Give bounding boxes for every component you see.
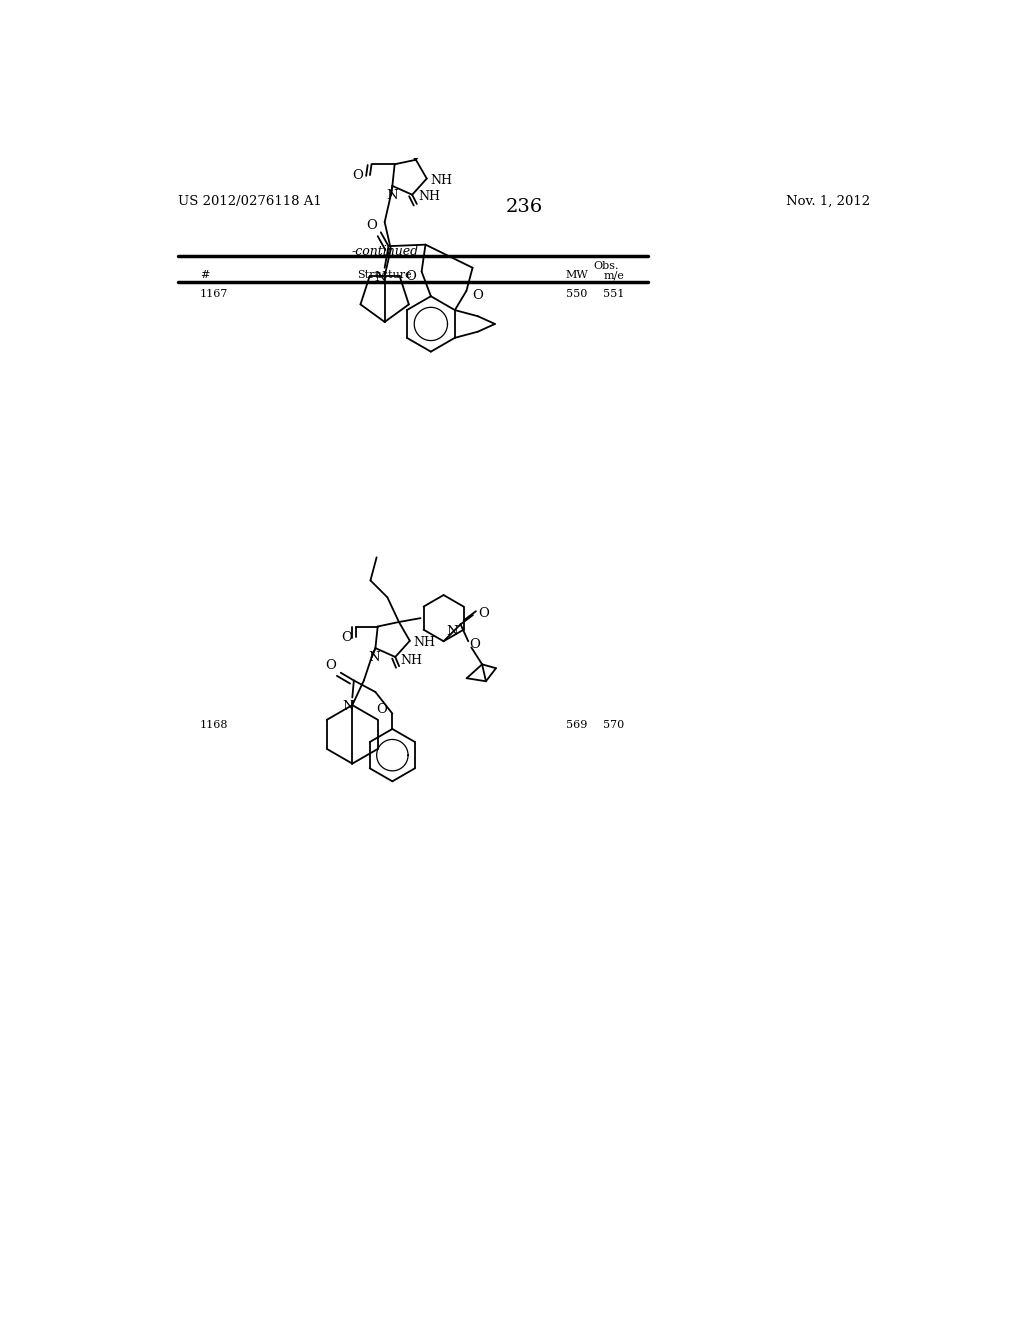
Text: O: O: [472, 289, 482, 302]
Text: Nov. 1, 2012: Nov. 1, 2012: [785, 194, 869, 207]
Text: 1167: 1167: [200, 289, 228, 300]
Text: Obs.: Obs.: [594, 261, 620, 271]
Text: 569: 569: [566, 721, 588, 730]
Text: NH: NH: [414, 636, 435, 649]
Text: m/e: m/e: [604, 271, 625, 280]
Text: NH: NH: [431, 174, 453, 186]
Text: O: O: [367, 219, 377, 232]
Text: O: O: [352, 169, 364, 182]
Text: 551: 551: [603, 289, 625, 300]
Text: O: O: [341, 631, 352, 644]
Text: N: N: [342, 701, 353, 714]
Text: O: O: [376, 704, 387, 717]
Text: NH: NH: [400, 653, 422, 667]
Text: O: O: [326, 659, 336, 672]
Text: US 2012/0276118 A1: US 2012/0276118 A1: [178, 194, 323, 207]
Text: NH: NH: [419, 190, 440, 203]
Text: #: #: [200, 271, 209, 280]
Text: -continued: -continued: [351, 246, 418, 259]
Text: MW: MW: [566, 271, 589, 280]
Text: 236: 236: [506, 198, 544, 216]
Text: N: N: [368, 651, 380, 664]
Text: N: N: [445, 626, 458, 638]
Text: O: O: [478, 607, 489, 620]
Text: N: N: [386, 189, 398, 202]
Text: Structure: Structure: [357, 271, 412, 280]
Text: 550: 550: [566, 289, 588, 300]
Text: N: N: [374, 271, 386, 284]
Text: O: O: [469, 638, 480, 651]
Text: O: O: [406, 269, 417, 282]
Text: 570: 570: [603, 721, 625, 730]
Text: 1168: 1168: [200, 721, 228, 730]
